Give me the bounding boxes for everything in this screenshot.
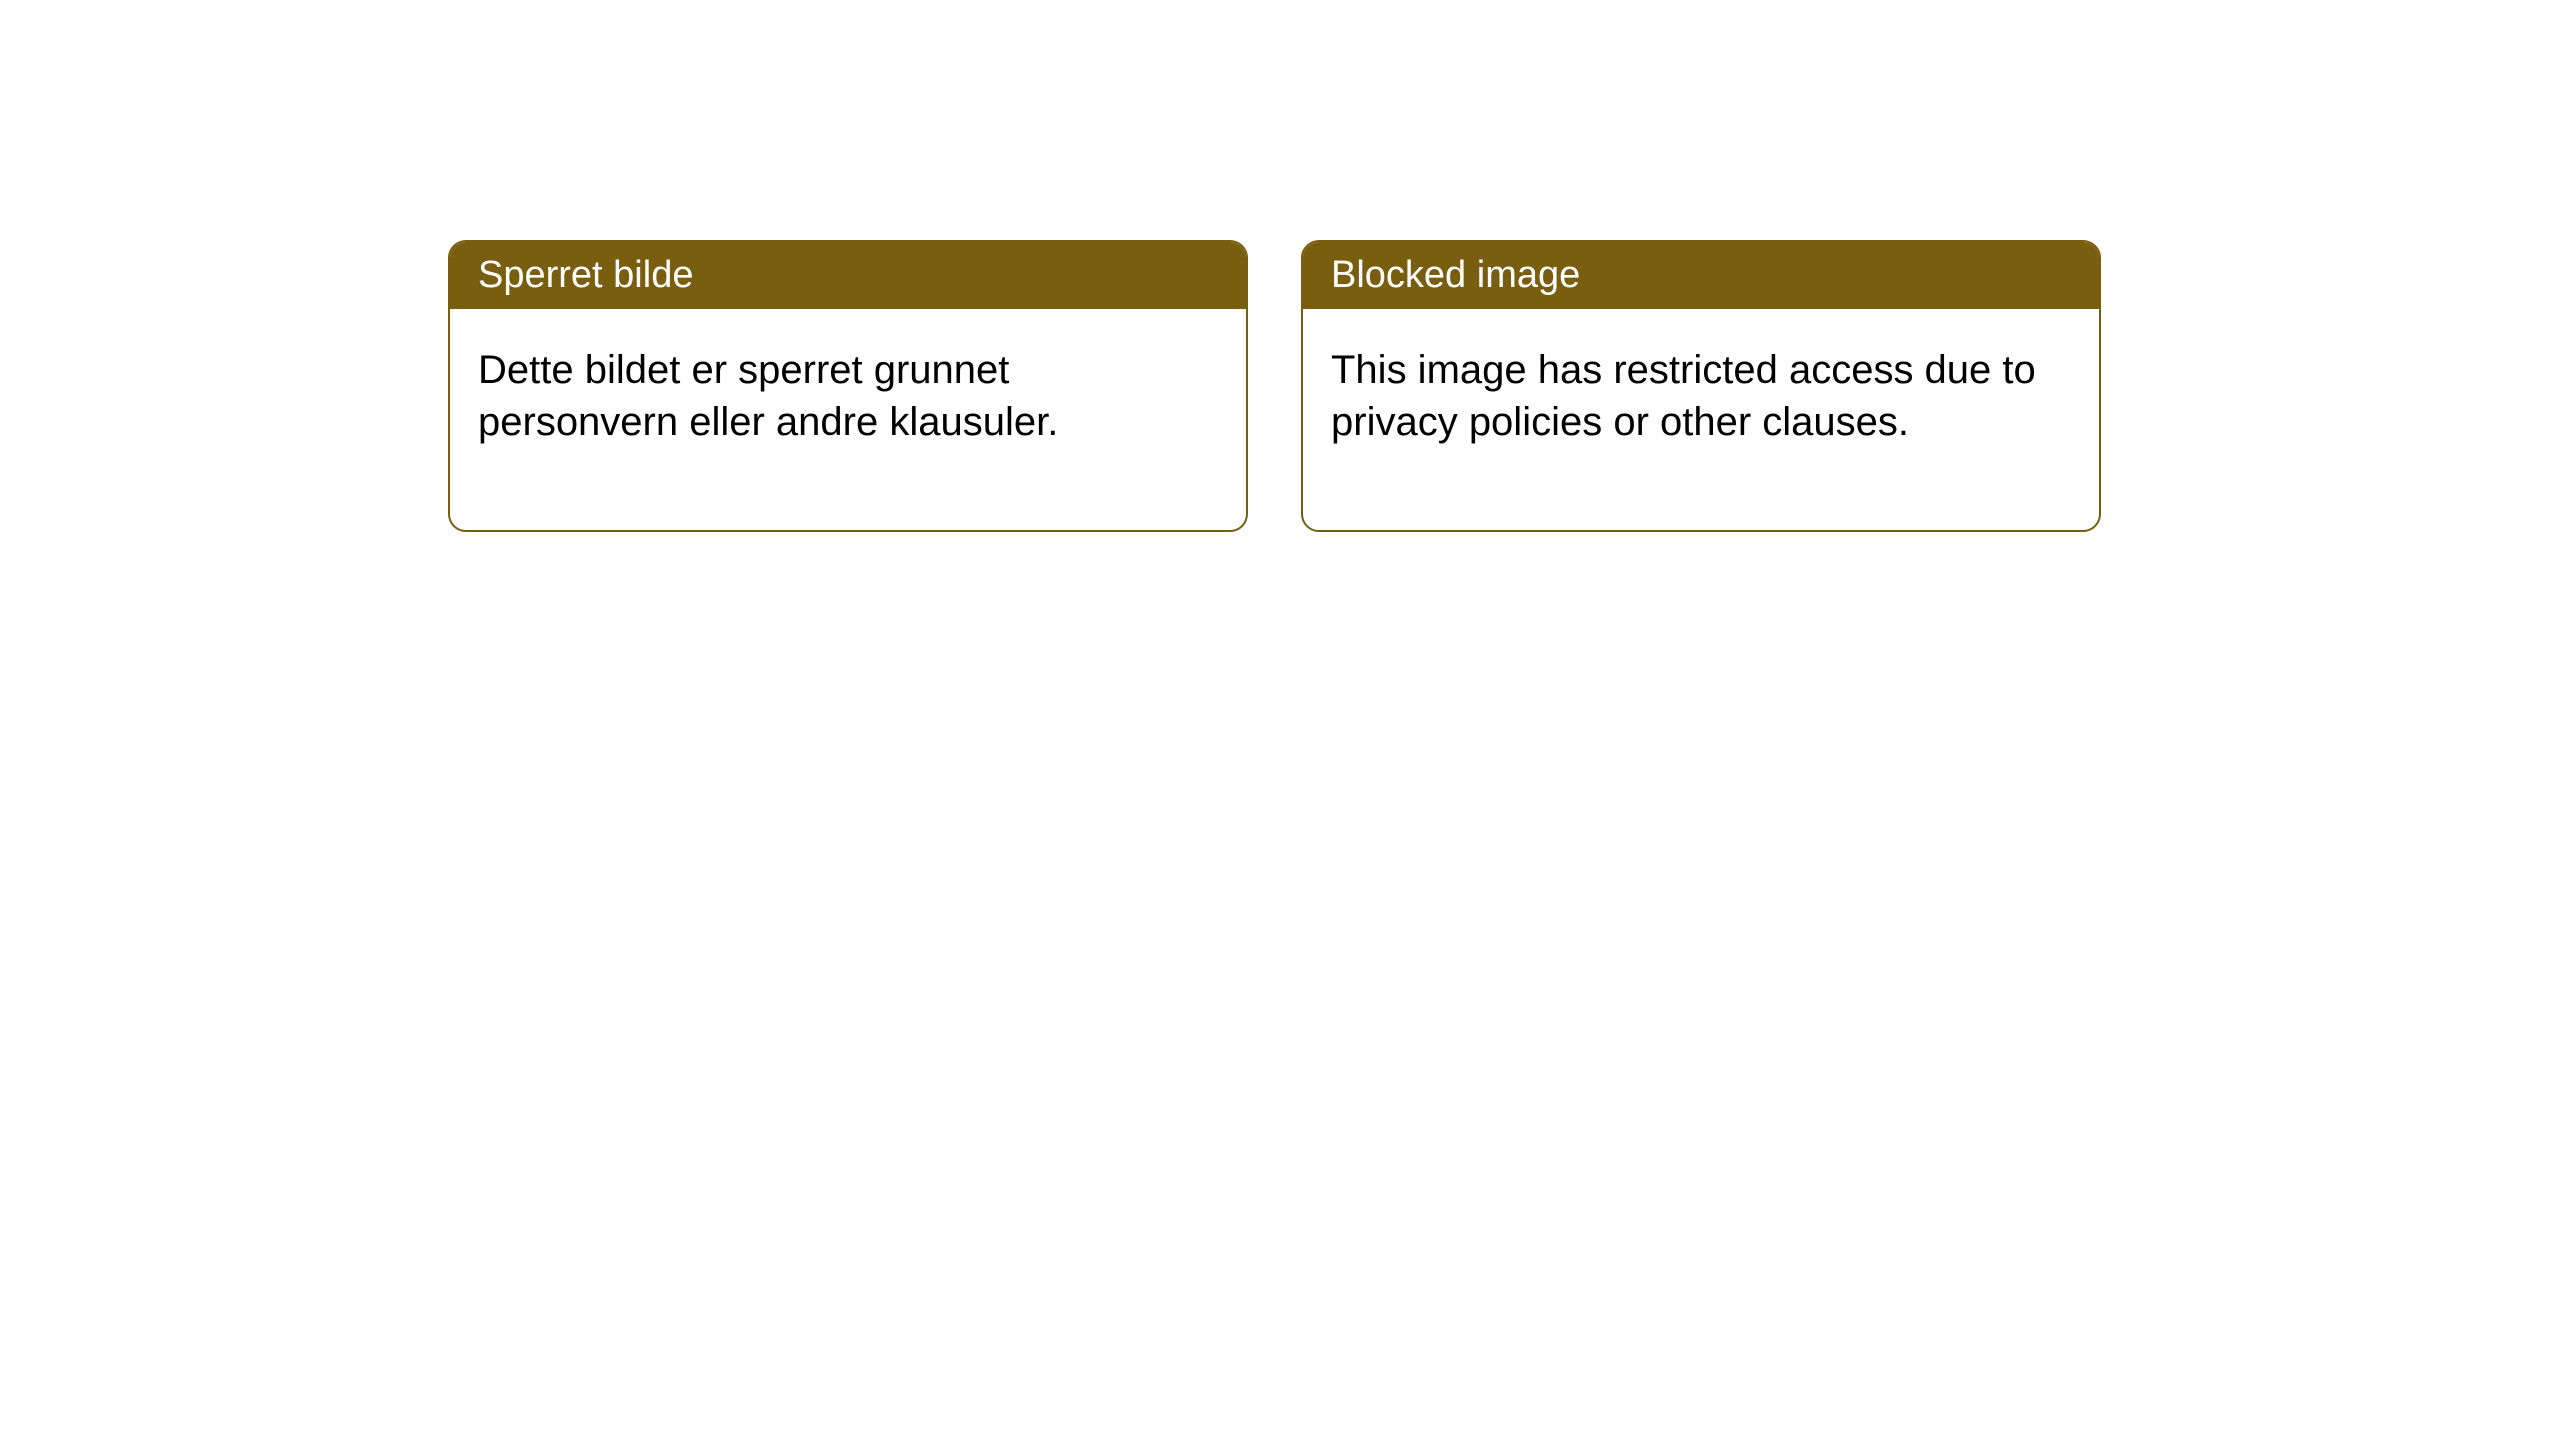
notice-title: Blocked image	[1331, 254, 1580, 296]
notice-body: This image has restricted access due to …	[1303, 309, 2099, 530]
notice-card-english: Blocked image This image has restricted …	[1301, 240, 2101, 532]
notice-container: Sperret bilde Dette bildet er sperret gr…	[448, 240, 2101, 532]
notice-header: Sperret bilde	[450, 242, 1246, 309]
notice-body: Dette bildet er sperret grunnet personve…	[450, 309, 1246, 530]
notice-text: This image has restricted access due to …	[1331, 348, 2036, 444]
notice-card-norwegian: Sperret bilde Dette bildet er sperret gr…	[448, 240, 1248, 532]
notice-text: Dette bildet er sperret grunnet personve…	[478, 348, 1058, 444]
notice-header: Blocked image	[1303, 242, 2099, 309]
notice-title: Sperret bilde	[478, 254, 693, 296]
